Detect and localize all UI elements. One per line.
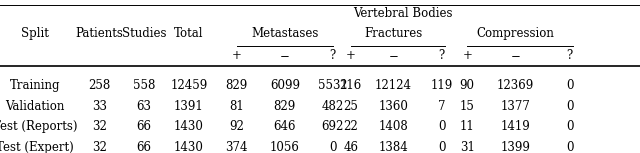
Text: Split: Split: [21, 27, 49, 40]
Text: 1408: 1408: [379, 121, 408, 133]
Text: 1384: 1384: [379, 141, 408, 153]
Text: 829: 829: [274, 100, 296, 113]
Text: ?: ?: [566, 49, 573, 62]
Text: 7: 7: [438, 100, 445, 113]
Text: 32: 32: [92, 141, 107, 153]
Text: 92: 92: [229, 121, 244, 133]
Text: 5531: 5531: [318, 79, 348, 92]
Text: Compression: Compression: [476, 27, 554, 40]
Text: ?: ?: [330, 49, 336, 62]
Text: +: +: [462, 49, 472, 62]
Text: 1377: 1377: [500, 100, 530, 113]
Text: Metastases: Metastases: [251, 27, 319, 40]
Text: −: −: [510, 49, 520, 62]
Text: 1391: 1391: [174, 100, 204, 113]
Text: 0: 0: [438, 121, 445, 133]
Text: +: +: [346, 49, 356, 62]
Text: 258: 258: [88, 79, 110, 92]
Text: 0: 0: [329, 141, 337, 153]
Text: 6099: 6099: [270, 79, 300, 92]
Text: 22: 22: [343, 121, 358, 133]
Text: 692: 692: [322, 121, 344, 133]
Text: Fractures: Fractures: [364, 27, 423, 40]
Text: 1430: 1430: [174, 141, 204, 153]
Text: 646: 646: [273, 121, 296, 133]
Text: 1056: 1056: [270, 141, 300, 153]
Text: 12124: 12124: [375, 79, 412, 92]
Text: 66: 66: [136, 121, 152, 133]
Text: 90: 90: [460, 79, 475, 92]
Text: 0: 0: [566, 79, 573, 92]
Text: Test (Reports): Test (Reports): [0, 121, 77, 133]
Text: 66: 66: [136, 141, 152, 153]
Text: 119: 119: [431, 79, 452, 92]
Text: 63: 63: [136, 100, 152, 113]
Text: 1419: 1419: [500, 121, 530, 133]
Text: 1399: 1399: [500, 141, 530, 153]
Text: 0: 0: [566, 100, 573, 113]
Text: −: −: [280, 49, 290, 62]
Text: 558: 558: [133, 79, 155, 92]
Text: Training: Training: [10, 79, 60, 92]
Text: 482: 482: [322, 100, 344, 113]
Text: 0: 0: [566, 121, 573, 133]
Text: 15: 15: [460, 100, 475, 113]
Text: Validation: Validation: [6, 100, 65, 113]
Text: 216: 216: [340, 79, 362, 92]
Text: 33: 33: [92, 100, 107, 113]
Text: Patients: Patients: [76, 27, 123, 40]
Text: Vertebral Bodies: Vertebral Bodies: [353, 7, 453, 19]
Text: −: −: [388, 49, 399, 62]
Text: 374: 374: [225, 141, 248, 153]
Text: Total: Total: [174, 27, 204, 40]
Text: 12459: 12459: [170, 79, 207, 92]
Text: 1360: 1360: [379, 100, 408, 113]
Text: 25: 25: [343, 100, 358, 113]
Text: Test (Expert): Test (Expert): [0, 141, 74, 153]
Text: 81: 81: [229, 100, 244, 113]
Text: +: +: [232, 49, 242, 62]
Text: 0: 0: [438, 141, 445, 153]
Text: 32: 32: [92, 121, 107, 133]
Text: 31: 31: [460, 141, 475, 153]
Text: 1430: 1430: [174, 121, 204, 133]
Text: 829: 829: [226, 79, 248, 92]
Text: ?: ?: [438, 49, 445, 62]
Text: 12369: 12369: [497, 79, 534, 92]
Text: 11: 11: [460, 121, 475, 133]
Text: 46: 46: [343, 141, 358, 153]
Text: 0: 0: [566, 141, 573, 153]
Text: Studies: Studies: [122, 27, 166, 40]
